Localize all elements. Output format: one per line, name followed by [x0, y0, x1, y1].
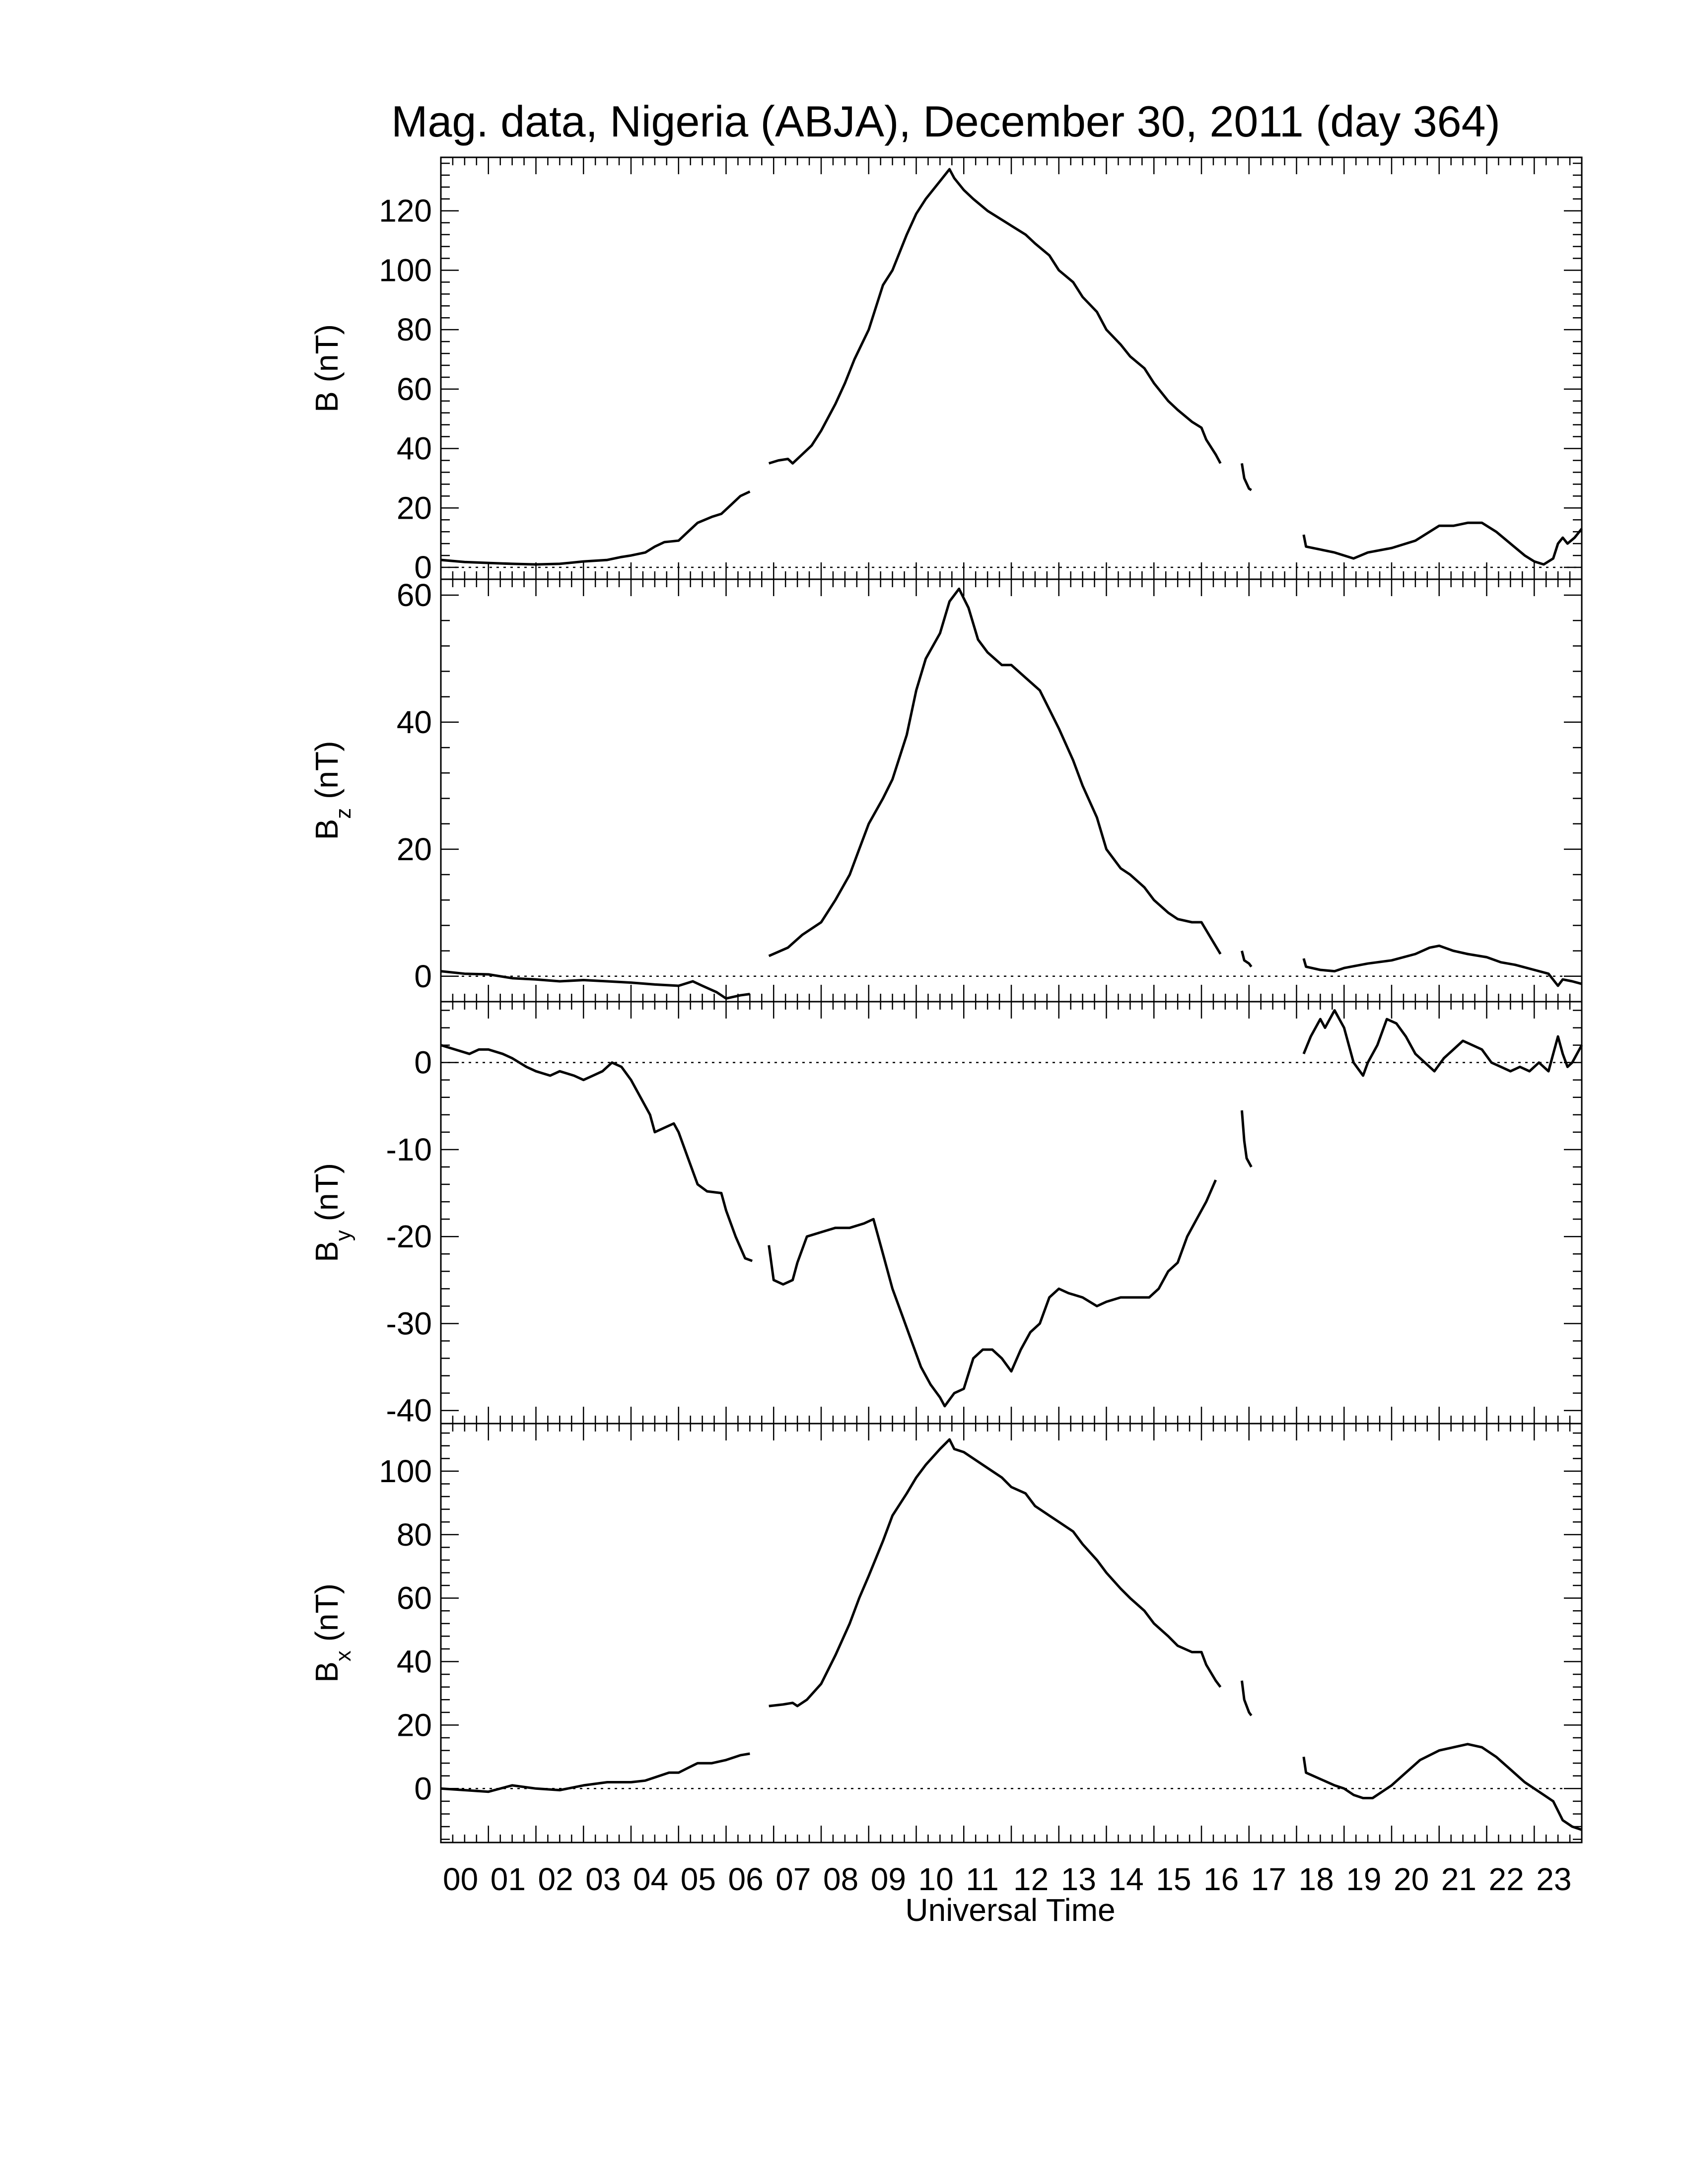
y-label-main: B: [309, 1241, 345, 1262]
x-tick-label: 05: [681, 1861, 716, 1897]
y-tick-label: 100: [379, 252, 432, 288]
y-tick-label: 20: [397, 490, 432, 526]
y-label-unit: (nT): [309, 1583, 345, 1650]
y-tick-label: 80: [397, 1517, 432, 1553]
panels-group: 0 20 40 60 80 100 120 B (nT) 0 20 40 60 Bz (nT) -40 -3…: [309, 156, 1583, 1843]
y-tick-label: 0: [414, 1771, 432, 1806]
panel-frame: [440, 1001, 1583, 1425]
x-tick-label: 09: [871, 1861, 906, 1897]
x-tick-label: 06: [728, 1861, 764, 1897]
y-axis-label: By (nT): [309, 1163, 355, 1262]
x-tick-label: 19: [1346, 1861, 1381, 1897]
x-tick-label: 07: [775, 1861, 811, 1897]
y-tick-label: 0: [414, 549, 432, 585]
y-tick-label: -10: [386, 1132, 432, 1167]
series-line-Bz: [768, 587, 1222, 957]
panel-B: 0 20 40 60 80 100 120 B (nT): [309, 156, 1583, 585]
series-line-B: [768, 168, 1222, 465]
x-tick-label: 17: [1251, 1861, 1286, 1897]
y-tick-label: 0: [414, 958, 432, 994]
y-axis-label: Bx (nT): [309, 1583, 355, 1683]
x-tick-label: 10: [918, 1861, 954, 1897]
y-label-main: B: [309, 391, 345, 412]
series-line-B: [1302, 521, 1583, 566]
y-label-main: B: [309, 1661, 345, 1683]
y-tick-label: 40: [397, 1644, 432, 1680]
series-line-B: [1240, 463, 1252, 491]
y-label-subscript: x: [331, 1650, 355, 1661]
panel-By: -40 -30 -20 -10 0 By (nT): [309, 1001, 1583, 1429]
y-tick-label: 20: [397, 1707, 432, 1743]
x-tick-label: 23: [1536, 1861, 1571, 1897]
series-line-B: [440, 490, 751, 566]
y-label-subscript: y: [331, 1230, 355, 1241]
x-tick-label: 12: [1013, 1861, 1049, 1897]
x-axis-label: Universal Time: [905, 1892, 1115, 1928]
x-tick-label: 03: [585, 1861, 621, 1897]
series-line-Bz: [440, 970, 750, 1000]
x-tick-label: 11: [966, 1861, 998, 1897]
y-tick-label: 60: [397, 1580, 432, 1616]
x-tick-label: 21: [1441, 1861, 1477, 1897]
y-axis-label: Bz (nT): [309, 741, 355, 840]
x-tick-label: 14: [1109, 1861, 1144, 1897]
x-tick-label: 01: [491, 1861, 526, 1897]
x-tick-label: 08: [823, 1861, 858, 1897]
series-line-By: [1302, 1009, 1583, 1077]
y-label-subscript: z: [331, 808, 355, 819]
series-line-Bz: [1302, 944, 1582, 987]
panel-frame: [440, 578, 1583, 1003]
x-tick-label: 22: [1489, 1861, 1524, 1897]
y-tick-label: 100: [379, 1453, 432, 1489]
panel-frame: [440, 156, 1583, 580]
x-tick-label: 20: [1394, 1861, 1429, 1897]
y-label-main: B: [309, 819, 345, 840]
y-tick-label: 40: [397, 431, 432, 467]
panel-Bz: 0 20 40 60 Bz (nT): [309, 577, 1583, 1003]
series-line-Bx: [1302, 1743, 1582, 1831]
y-axis-label: B (nT): [309, 324, 345, 412]
x-tick-label: 15: [1156, 1861, 1191, 1897]
y-tick-label: 0: [414, 1045, 432, 1081]
series-line-Bz: [1240, 950, 1253, 968]
y-tick-label: -40: [386, 1393, 432, 1429]
y-tick-label: 60: [397, 371, 432, 407]
y-tick-label: 20: [397, 831, 432, 867]
series-line-By: [1240, 1110, 1253, 1168]
y-label-unit: (nT): [309, 324, 345, 391]
x-tick-label: 00: [443, 1861, 478, 1897]
panel-Bx: 0 20 40 60 80 100 Bx (nT): [309, 1423, 1583, 1843]
y-label-unit: (nT): [309, 1163, 345, 1230]
y-tick-label: 120: [379, 193, 432, 229]
series-line-Bx: [440, 1752, 750, 1793]
x-tick-label: 18: [1299, 1861, 1334, 1897]
y-tick-label: 40: [397, 704, 432, 740]
series-line-Bx: [769, 1438, 1222, 1707]
chart-title: Mag. data, Nigeria (ABJA), December 30, …: [391, 97, 1500, 146]
x-tick-labels: 00 01 02 03 04 05 06 07 08 09 10 11 12 13 14 15 16 17 18 19…: [443, 1861, 1571, 1897]
y-tick-label: -20: [386, 1219, 432, 1254]
y-label-unit: (nT): [309, 741, 345, 808]
y-tick-label: 80: [397, 312, 432, 347]
x-tick-label: 16: [1203, 1861, 1239, 1897]
y-tick-label: 60: [397, 577, 432, 613]
x-tick-label: 13: [1061, 1861, 1096, 1897]
x-tick-label: 02: [538, 1861, 573, 1897]
x-tick-label: 04: [633, 1861, 668, 1897]
series-line-By: [440, 1044, 753, 1262]
series-line-By: [768, 1179, 1217, 1408]
y-tick-label: -30: [386, 1305, 432, 1341]
series-line-Bx: [1240, 1680, 1253, 1716]
